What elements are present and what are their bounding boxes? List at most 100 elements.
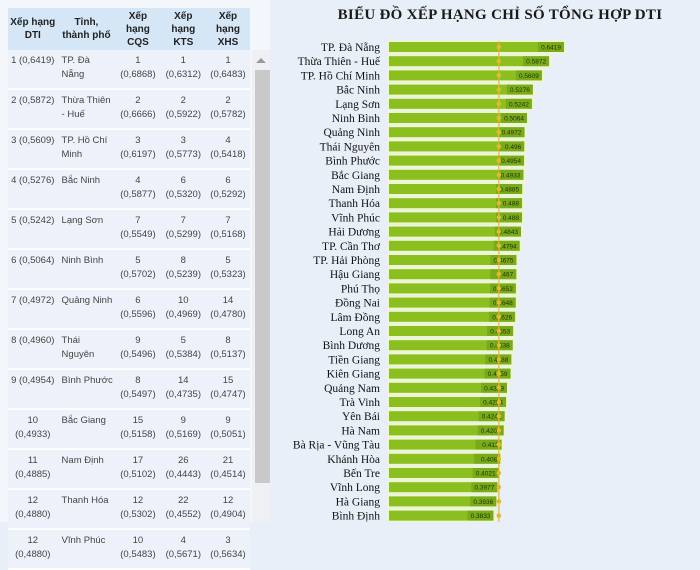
table-header-row: Xếp hạng DTI Tỉnh, thành phố Xếp hạng CQS X…	[8, 8, 250, 50]
data-label: 0.5609	[519, 73, 539, 80]
reference-point	[496, 73, 502, 78]
reference-point	[496, 172, 502, 178]
rank-cell: 5 (0,5384)	[160, 329, 206, 370]
category-label: TP. Hồ Chí Minh	[301, 69, 380, 82]
category-label: Kiên Giang	[327, 369, 381, 381]
bar-label-bg	[489, 297, 516, 308]
rank-cell: 9 (0,5169)	[160, 409, 206, 450]
province-cell: Nam Định	[57, 449, 116, 490]
bar	[389, 113, 528, 123]
rank-cell: 9 (0,4954)	[8, 369, 58, 410]
bar-label-bg	[470, 496, 497, 507]
reference-point	[496, 44, 502, 50]
category-label: Bình Dương	[323, 340, 381, 352]
category-label: Bình Phước	[325, 156, 380, 168]
reference-point	[496, 271, 502, 277]
data-label: 0.413	[482, 442, 499, 449]
bar-label-bg	[496, 184, 523, 194]
bar	[389, 240, 520, 251]
reference-point	[496, 399, 502, 405]
rank-cell: 7 (0,5549)	[115, 209, 161, 250]
bar	[389, 198, 523, 209]
reference-point	[496, 357, 502, 362]
table-row: 7 (0,4972) Quảng Ninh 6 (0,5596) 10 (0,4969…	[8, 289, 250, 330]
scrollbar-thumb[interactable]	[255, 70, 270, 483]
rank-cell: 4 (0,5671)	[160, 529, 206, 570]
reference-point	[496, 87, 502, 92]
rank-cell: 26 (0,4443)	[160, 449, 206, 490]
bar-label-bg	[480, 397, 507, 407]
category-label: Trà Vinh	[339, 397, 380, 409]
column-header[interactable]: Xếp hạng DTI	[8, 8, 58, 50]
data-label: 0.4933	[501, 172, 521, 179]
data-label: 0.4626	[492, 314, 512, 321]
rank-cell: 1 (0,6419)	[8, 50, 58, 90]
rank-cell: 3 (0,6197)	[115, 129, 161, 170]
data-label: 0.4648	[493, 300, 513, 307]
rank-cell: 10 (0,4933)	[8, 409, 58, 450]
column-header[interactable]: Xếp hạng XHS	[206, 8, 250, 50]
reference-point	[496, 158, 502, 163]
data-label: 0.4021	[476, 471, 496, 478]
bar-label-bg	[506, 84, 533, 95]
table-row: 9 (0,4954) Bình Phước 8 (0,5497) 14 (0,4735…	[8, 369, 250, 410]
category-label: Lạng Sơn	[335, 99, 380, 111]
bar-label-bg	[490, 255, 517, 265]
reference-point	[496, 442, 502, 447]
bar	[389, 510, 494, 521]
rank-cell: 6 (0,5292)	[206, 169, 250, 210]
rank-cell: 9 (0,5051)	[206, 409, 250, 450]
data-label: 0.5064	[504, 116, 524, 123]
column-header[interactable]: Xếp hạng KTS	[160, 8, 206, 50]
bar	[389, 127, 525, 138]
rank-cell: 15 (0,5158)	[115, 409, 161, 450]
bar-label-bg	[496, 198, 523, 209]
rank-cell: 2 (0,5782)	[206, 89, 250, 130]
dti-bar-chart: 0.6419 TP. Đà Nẵng 0.5872 Thừa Thiên - Huế 0…	[293, 40, 566, 522]
bar-label-bg	[490, 269, 517, 280]
column-header[interactable]: Xếp hạng CQS	[115, 8, 161, 50]
bar-label-bg	[515, 70, 542, 81]
data-label: 0.4241	[482, 414, 502, 421]
rank-cell: 5 (0,5702)	[115, 249, 161, 290]
category-label: Hà Giang	[336, 496, 381, 508]
bar-label-bg	[498, 155, 525, 166]
rank-cell: 1 (0,6483)	[206, 50, 250, 90]
rank-cell: 12 (0,4880)	[8, 529, 58, 570]
scroll-up-arrow-icon[interactable]	[256, 58, 266, 63]
reference-point	[496, 470, 502, 476]
bar	[389, 439, 502, 450]
bar	[389, 496, 497, 507]
rank-cell: 3 (0,5634)	[206, 529, 250, 570]
category-label: Hậu Giang	[330, 269, 380, 281]
rank-cell: 4 (0,5418)	[206, 129, 250, 170]
rank-cell: 2 (0,5922)	[160, 89, 206, 130]
bar-label-bg	[493, 240, 520, 251]
column-header[interactable]: Tỉnh, thành phố	[57, 8, 116, 50]
category-label: Bắc Ninh	[336, 84, 380, 97]
rank-cell: 5 (0,5242)	[8, 209, 58, 250]
table-scrollbar[interactable]	[252, 50, 270, 522]
category-label: Hà Nam	[341, 425, 380, 437]
rank-cell: 14 (0,4735)	[160, 369, 206, 410]
bar-label-bg	[481, 382, 508, 393]
rank-cell: 21 (0,4514)	[206, 449, 250, 490]
province-cell: Bắc Ninh	[57, 169, 116, 210]
rank-cell: 1 (0,6868)	[115, 50, 161, 90]
reference-point	[496, 186, 502, 192]
table-row: 11 (0,4885) Nam Định 17 (0,5102) 26 (0,4443…	[8, 449, 250, 490]
bar	[389, 184, 523, 194]
table-row: 6 (0,5064) Ninh Bình 5 (0,5702) 8 (0,5239) 5…	[8, 249, 250, 290]
reference-point	[496, 215, 502, 220]
reference-point	[496, 144, 502, 149]
data-label: 0.4675	[494, 258, 514, 265]
data-label: 0.408	[481, 456, 498, 463]
reference-point	[496, 314, 502, 320]
rank-cell: 15 (0,4747)	[206, 369, 250, 410]
table-row: 8 (0,4960) Thái Nguyên 9 (0,5496) 5 (0,5384…	[8, 329, 250, 370]
category-label: Tiền Giang	[328, 353, 380, 366]
rank-cell: 6 (0,5064)	[8, 249, 58, 290]
reference-point	[496, 200, 502, 206]
bar	[389, 397, 507, 407]
reference-point	[496, 129, 502, 135]
